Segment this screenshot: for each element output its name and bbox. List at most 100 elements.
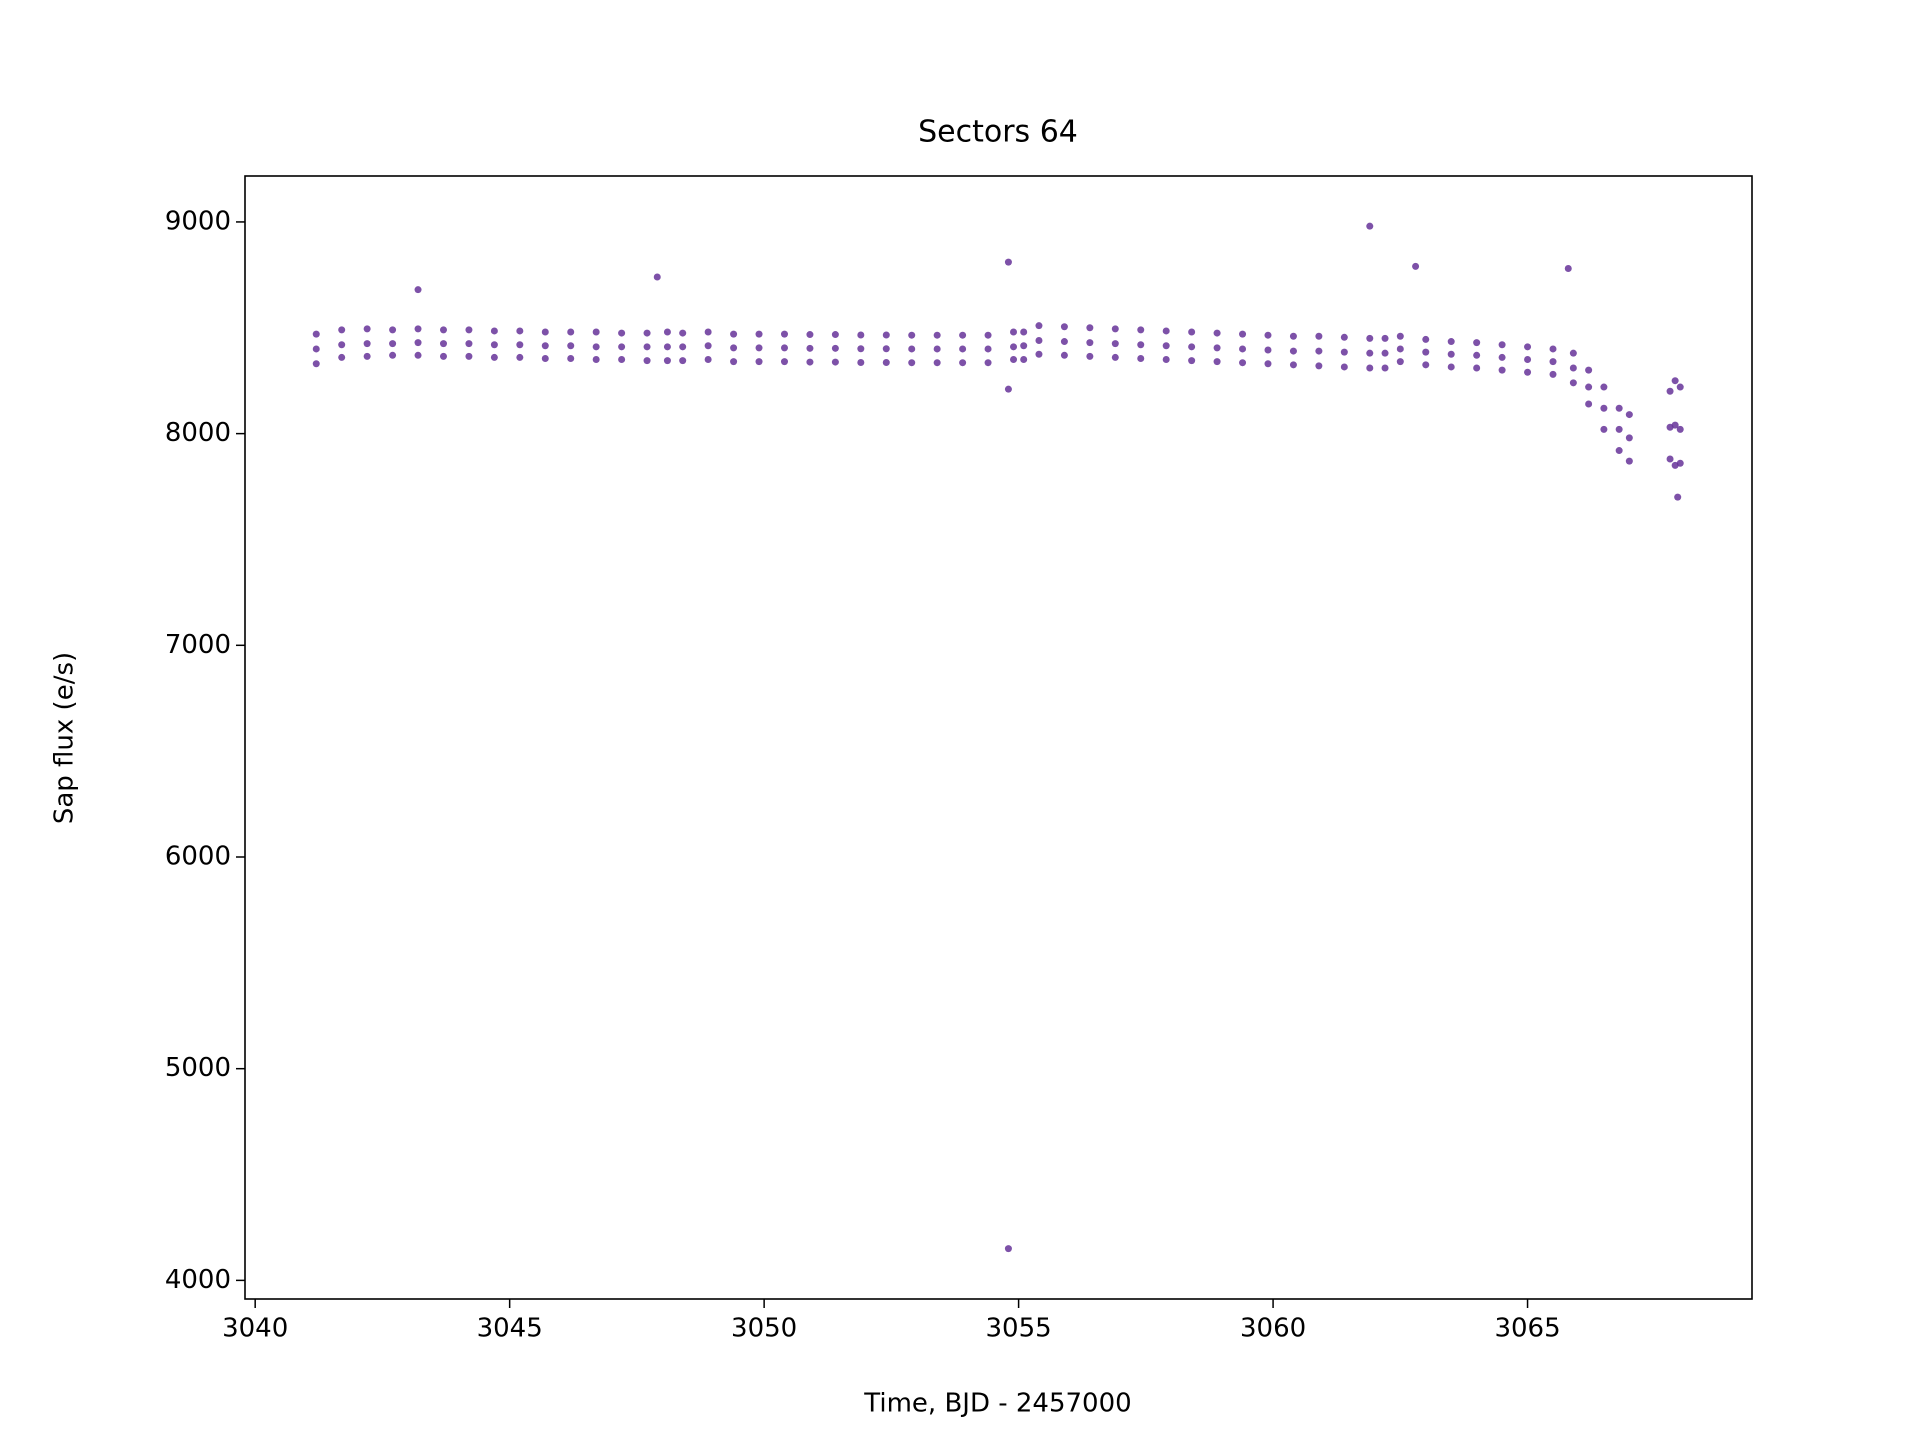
point: [363, 352, 371, 360]
point: [1239, 330, 1247, 338]
point: [1111, 340, 1119, 348]
point: [1340, 363, 1348, 371]
point: [618, 356, 626, 364]
point: [1381, 334, 1389, 342]
point: [984, 345, 992, 353]
point: [1671, 421, 1679, 429]
point: [439, 340, 447, 348]
point: [1004, 258, 1012, 266]
point: [414, 325, 422, 333]
point: [567, 328, 575, 336]
point: [679, 329, 687, 337]
point: [780, 344, 788, 352]
point: [1264, 360, 1272, 368]
point: [806, 344, 814, 352]
point: [933, 345, 941, 353]
point: [1289, 332, 1297, 340]
point: [1188, 357, 1196, 365]
x-tick-label: 3050: [731, 1314, 797, 1344]
point: [1004, 1245, 1012, 1253]
point: [1086, 339, 1094, 347]
point: [1569, 379, 1577, 387]
point: [1289, 361, 1297, 369]
point: [1564, 265, 1572, 273]
point: [831, 331, 839, 339]
point: [389, 326, 397, 334]
point: [592, 356, 600, 364]
point: [1035, 350, 1043, 358]
point: [1600, 404, 1608, 412]
point: [490, 353, 498, 361]
point: [1498, 366, 1506, 374]
point: [653, 273, 661, 281]
point: [679, 357, 687, 365]
point: [755, 330, 763, 338]
point: [312, 345, 320, 353]
point: [1137, 354, 1145, 362]
point: [1498, 341, 1506, 349]
point: [1498, 353, 1506, 361]
x-tick-label: 3055: [986, 1314, 1052, 1344]
x-tick-label: 3060: [1240, 1314, 1306, 1344]
point: [857, 345, 865, 353]
point: [1020, 356, 1028, 364]
point: [1060, 351, 1068, 359]
point: [439, 352, 447, 360]
point: [959, 359, 967, 367]
point: [1524, 356, 1532, 364]
point: [1600, 383, 1608, 391]
point: [908, 331, 916, 339]
point: [465, 326, 473, 334]
point: [1625, 457, 1633, 465]
point: [1035, 322, 1043, 330]
point: [618, 343, 626, 351]
point: [1396, 358, 1404, 366]
point: [663, 343, 671, 351]
y-tick-label: 9000: [165, 206, 231, 236]
point: [338, 326, 346, 334]
point: [414, 339, 422, 347]
point: [1086, 324, 1094, 332]
x-tick-label: 3045: [477, 1314, 543, 1344]
point: [908, 345, 916, 353]
point: [1162, 356, 1170, 364]
point: [679, 343, 687, 351]
y-tick-label: 4000: [165, 1265, 231, 1295]
point: [567, 354, 575, 362]
point: [1666, 455, 1674, 463]
point: [338, 341, 346, 349]
point: [1381, 349, 1389, 357]
point: [1020, 342, 1028, 350]
point: [730, 330, 738, 338]
point: [312, 360, 320, 368]
point: [439, 326, 447, 334]
y-axis-label: Sap flux (e/s): [50, 652, 80, 824]
point: [908, 359, 916, 367]
point: [1264, 331, 1272, 339]
point: [592, 343, 600, 351]
point: [1569, 364, 1577, 372]
point: [1585, 366, 1593, 374]
point: [1340, 333, 1348, 341]
point: [1422, 361, 1430, 369]
point: [541, 328, 549, 336]
point: [806, 331, 814, 339]
point: [1625, 434, 1633, 442]
x-tick-label: 3040: [222, 1314, 288, 1344]
point: [1010, 328, 1018, 336]
point: [1188, 328, 1196, 336]
point: [933, 331, 941, 339]
point: [490, 327, 498, 335]
point: [806, 358, 814, 366]
point: [1239, 345, 1247, 353]
point: [1422, 348, 1430, 356]
point: [1625, 411, 1633, 419]
point: [1315, 347, 1323, 355]
point: [1137, 341, 1145, 349]
point: [465, 352, 473, 360]
point: [780, 358, 788, 366]
point: [730, 344, 738, 352]
point: [414, 351, 422, 359]
point: [1340, 348, 1348, 356]
